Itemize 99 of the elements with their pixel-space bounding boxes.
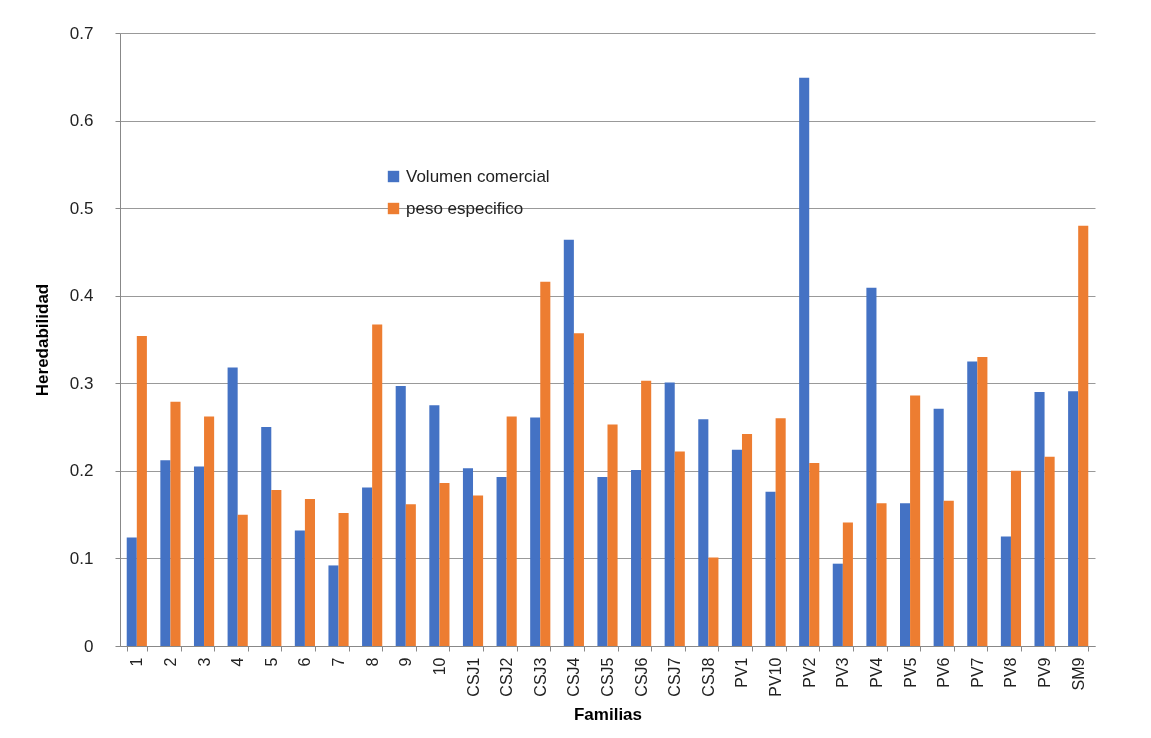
bar <box>271 490 282 646</box>
bar <box>809 462 820 646</box>
legend-label: peso especifico <box>406 198 524 218</box>
y-tick-label: 0.6 <box>69 111 94 131</box>
bar <box>842 522 853 646</box>
x-tick-label: 10 <box>430 657 448 676</box>
x-tick-label: 2 <box>161 657 179 667</box>
bar <box>664 382 675 646</box>
bar <box>1044 456 1055 646</box>
x-tick-label: PV8 <box>1002 657 1020 688</box>
bar <box>977 357 988 646</box>
bar <box>933 408 944 646</box>
x-tick-label: PV9 <box>1036 657 1054 688</box>
bar <box>910 395 921 646</box>
bar <box>967 361 978 646</box>
x-tick-label: CSJ8 <box>699 657 717 697</box>
y-tick-label: 0.5 <box>69 198 94 218</box>
bar <box>698 419 709 646</box>
bar <box>193 466 205 646</box>
y-axis-title: Heredabilidad <box>32 283 52 397</box>
bar <box>866 287 877 646</box>
x-tick-label: CSJ5 <box>599 657 616 697</box>
bar <box>429 405 440 646</box>
x-tick-label: 9 <box>397 657 415 667</box>
bar <box>204 416 215 646</box>
x-tick-label: PV7 <box>968 657 986 688</box>
x-tick-label: PV2 <box>800 657 818 688</box>
x-tick-label: CSJ1 <box>464 657 482 697</box>
x-tick-label: CSJ4 <box>565 657 583 697</box>
x-axis-title: Familias <box>573 704 643 724</box>
bar <box>439 483 450 646</box>
bar <box>1068 391 1079 646</box>
bar <box>395 385 406 646</box>
bar <box>170 401 181 646</box>
bar <box>876 503 887 646</box>
x-tick-label: SM9 <box>1069 657 1087 691</box>
x-tick-label: CSJ6 <box>632 657 650 697</box>
bar <box>900 503 911 646</box>
bar <box>765 491 776 646</box>
y-tick-label: 0.2 <box>69 461 94 481</box>
bar <box>237 514 248 646</box>
x-tick-label: PV3 <box>834 657 852 688</box>
bar <box>506 416 517 646</box>
y-tick-label: 0.1 <box>69 548 94 568</box>
bar <box>462 468 474 646</box>
y-tick-label: 0.4 <box>69 286 94 306</box>
x-tick-label: CSJ7 <box>666 657 684 697</box>
bar <box>832 563 843 646</box>
bar <box>496 476 507 646</box>
x-tick-label: PV4 <box>867 657 885 688</box>
bar <box>338 512 349 646</box>
x-tick-label: 5 <box>262 657 280 667</box>
x-tick-label: 4 <box>229 657 247 667</box>
bar <box>1000 536 1011 646</box>
bar <box>540 281 551 646</box>
x-tick-label: CSJ2 <box>498 657 516 697</box>
bar <box>607 424 618 646</box>
y-tick-label: 0 <box>84 636 94 656</box>
x-tick-label: CSJ3 <box>531 657 549 697</box>
bar <box>294 530 305 646</box>
bar <box>597 476 608 646</box>
bar <box>1078 225 1089 646</box>
bar <box>328 565 339 646</box>
bar <box>563 239 574 646</box>
bar <box>731 449 742 646</box>
bar <box>741 434 753 646</box>
legend-label: Volumen comercial <box>406 166 550 186</box>
bar <box>261 427 272 646</box>
bar <box>372 324 383 646</box>
bar <box>160 460 171 646</box>
bar <box>362 487 373 646</box>
x-tick-label: 7 <box>330 657 348 667</box>
bar <box>405 504 416 646</box>
bar <box>641 380 652 646</box>
bar <box>227 367 238 646</box>
x-tick-label: PV5 <box>901 657 919 688</box>
bar <box>674 451 685 646</box>
x-tick-label: PV6 <box>935 657 953 688</box>
x-tick-label: 6 <box>296 657 314 667</box>
bar <box>136 336 147 646</box>
x-tick-label: 8 <box>363 657 381 667</box>
bar <box>304 498 315 646</box>
bar <box>1034 392 1045 646</box>
x-tick-label: 3 <box>195 657 213 667</box>
bar <box>473 495 484 646</box>
bar <box>530 417 541 646</box>
bar <box>799 77 810 646</box>
bar <box>631 469 642 646</box>
bar <box>708 557 719 646</box>
x-tick-label: PV10 <box>767 657 785 697</box>
x-tick-label: PV1 <box>733 657 751 688</box>
bar <box>775 418 786 646</box>
x-tick-label: 1 <box>128 657 146 667</box>
y-tick-label: 0.3 <box>69 373 94 393</box>
y-tick-label: 0.7 <box>69 23 94 43</box>
bar <box>126 537 137 646</box>
bar <box>573 333 584 646</box>
bar <box>1010 470 1022 646</box>
bar <box>943 500 954 646</box>
